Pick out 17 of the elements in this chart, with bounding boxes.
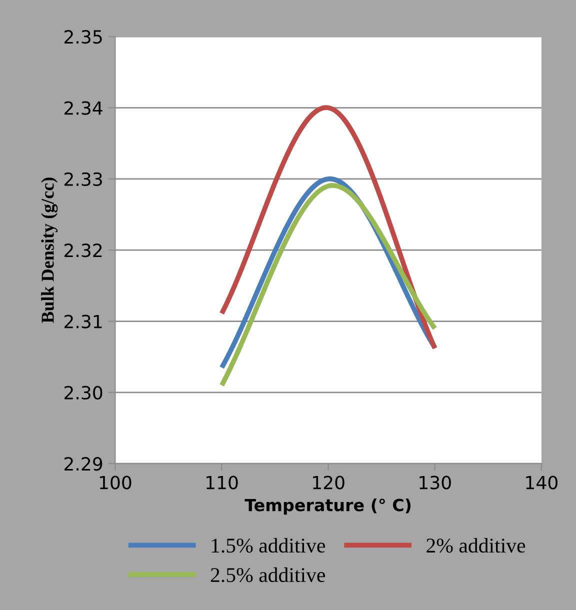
y-axis-title: Bulk Density (g/cc) <box>41 178 58 324</box>
y-tick-label: 2.33 <box>64 172 102 186</box>
y-tick-label: 2.32 <box>64 244 102 258</box>
y-tick-label: 2.29 <box>64 457 102 471</box>
legend-label: 2.5% additive <box>210 567 325 582</box>
x-axis-title: Temperature (° C) <box>244 498 411 515</box>
y-tick-label: 2.35 <box>64 30 102 44</box>
legend-label: 2% additive <box>426 538 526 553</box>
x-tick-label: 130 <box>420 476 451 490</box>
x-tick-label: 110 <box>206 476 238 490</box>
y-tick-label: 2.30 <box>64 386 102 400</box>
legend-label: 1.5% additive <box>212 538 325 553</box>
y-tick-label: 2.34 <box>64 101 102 115</box>
x-tick-label: 100 <box>100 476 132 490</box>
x-tick-label: 140 <box>526 476 558 490</box>
x-tick-label: 120 <box>313 476 344 490</box>
y-tick-label: 2.31 <box>64 314 102 328</box>
